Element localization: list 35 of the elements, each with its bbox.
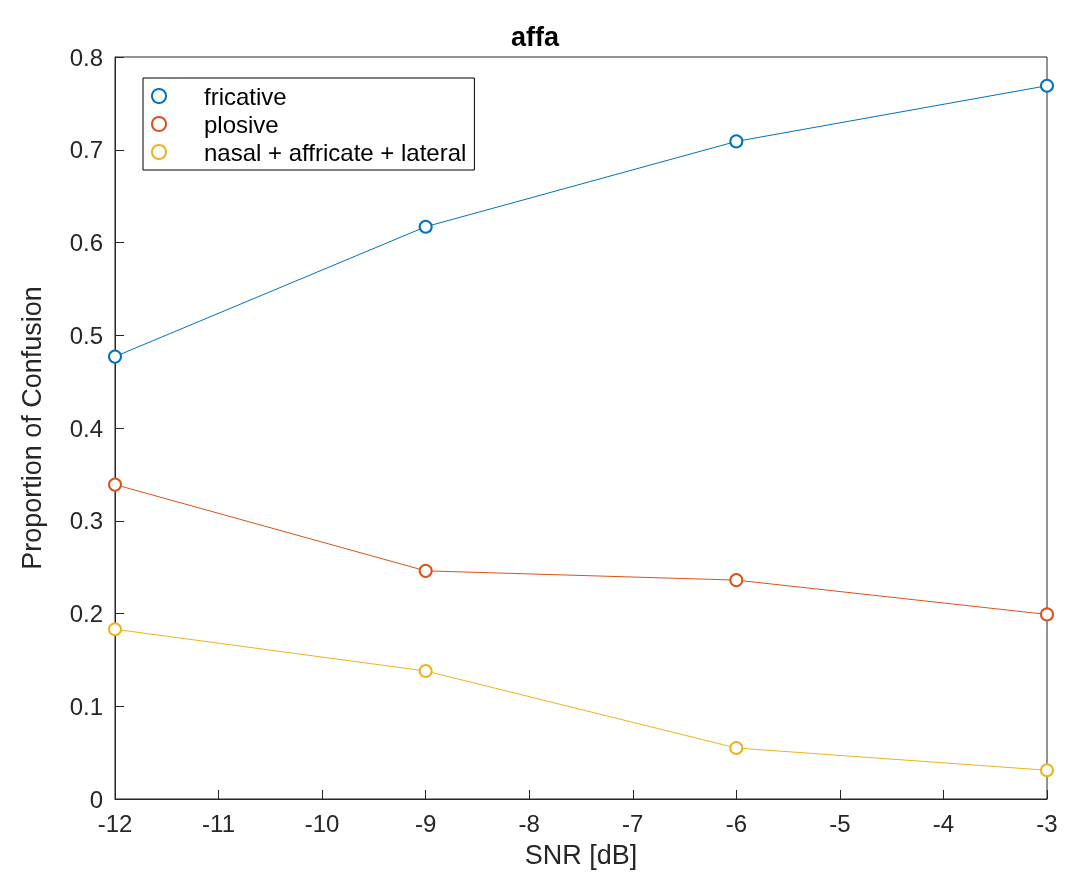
legend-label: plosive [204,110,279,138]
point [1040,78,1054,93]
y-tick-label: 0.2 [69,600,103,627]
x-axis-title: SNR [dB] [524,839,638,870]
x-tick-label: -9 [414,809,437,837]
point [729,740,744,755]
y-tick-label: 0.5 [69,321,103,349]
x-tick-label: -11 [202,809,236,837]
point [1040,763,1054,778]
chart-title: affa [510,21,560,52]
y-axis-title: Proportion of Confusion [16,286,47,570]
x-tick-label: -5 [829,809,851,837]
y-tick-label: 0.1 [69,692,103,720]
point [729,134,744,149]
x-tick-label: -4 [932,809,955,837]
point [418,563,433,578]
legend-label: fricative [204,82,287,110]
x-tick-label: -8 [518,809,540,837]
y-tick-label: 0.3 [69,507,103,535]
y-tick-label: 0.4 [69,414,103,442]
point [418,219,433,234]
x-tick-label: -3 [1036,809,1058,837]
point [108,477,122,492]
y-tick-label: 0.8 [69,43,103,71]
x-tick-label: -7 [622,809,644,837]
point [108,622,122,637]
point [418,664,433,678]
y-tick-label: 0.6 [69,229,103,256]
x-tick-label: -6 [725,809,748,837]
point [108,349,122,364]
point [1040,607,1054,622]
legend-label: nasal + affricate + lateral [204,138,467,166]
y-tick-label: 0.7 [69,136,103,164]
x-tick-label: -10 [304,809,340,837]
point [729,573,744,588]
